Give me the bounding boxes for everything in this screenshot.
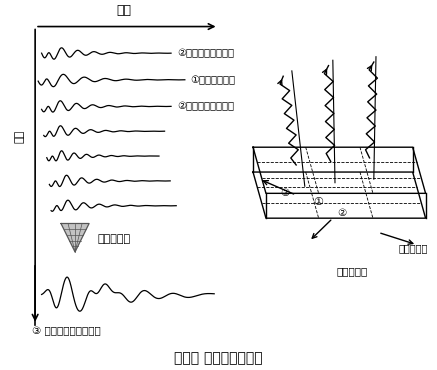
Text: ①震源の地震波: ①震源の地震波 bbox=[191, 75, 236, 85]
Text: ③ 大地震の地震動波形: ③ 大地震の地震動波形 bbox=[32, 326, 101, 336]
Text: ②震源の隣の地震波: ②震源の隣の地震波 bbox=[177, 48, 235, 58]
Text: ②震源の隣の地震波: ②震源の隣の地震波 bbox=[177, 101, 235, 111]
Text: ②: ② bbox=[281, 188, 290, 198]
Text: 時間: 時間 bbox=[116, 4, 131, 17]
Text: ②: ② bbox=[337, 208, 346, 218]
Text: 図－１ 地震波の作り方: 図－１ 地震波の作り方 bbox=[174, 352, 263, 366]
Text: ①: ① bbox=[313, 197, 323, 207]
Text: 距離: 距離 bbox=[14, 130, 24, 143]
Text: 断層モデル: 断層モデル bbox=[336, 266, 368, 276]
Polygon shape bbox=[61, 223, 89, 252]
Text: 破壊の進行: 破壊の進行 bbox=[399, 243, 428, 253]
Text: 重ね合わせ: 重ね合わせ bbox=[98, 234, 131, 244]
